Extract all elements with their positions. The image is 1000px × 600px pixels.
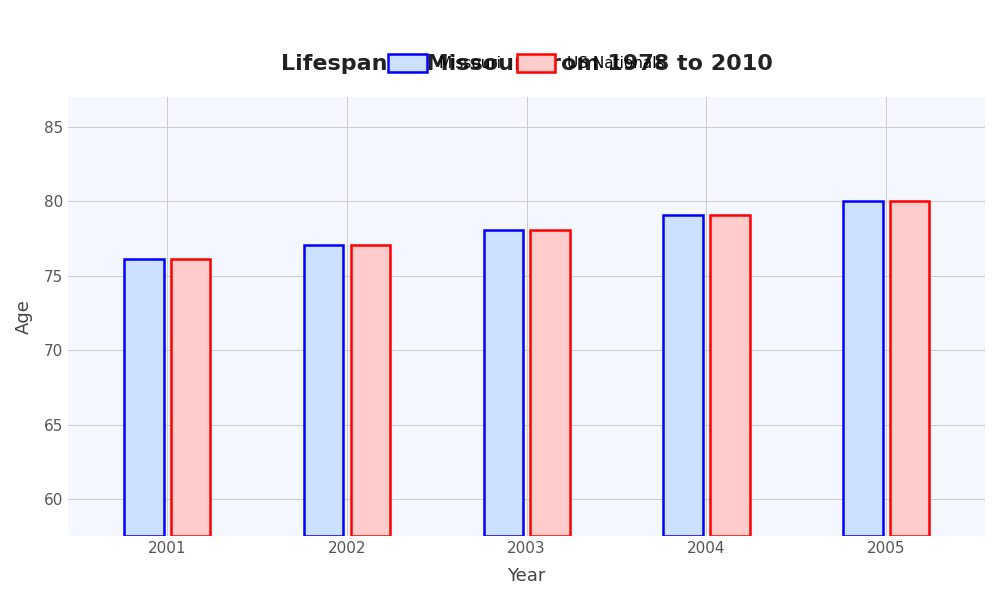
Bar	[843, 202, 883, 536]
Bar	[124, 259, 164, 536]
Bar	[890, 202, 929, 536]
Bar	[663, 215, 703, 536]
Title: Lifespan in Missouri from 1978 to 2010: Lifespan in Missouri from 1978 to 2010	[281, 53, 773, 74]
X-axis label: Year: Year	[507, 567, 546, 585]
Bar	[530, 230, 570, 536]
Y-axis label: Age: Age	[15, 299, 33, 334]
Bar	[304, 245, 343, 536]
Bar	[484, 230, 523, 536]
Bar	[351, 245, 390, 536]
Legend: Missouri, US Nationals: Missouri, US Nationals	[382, 48, 671, 78]
Bar	[710, 215, 750, 536]
Bar	[171, 259, 210, 536]
